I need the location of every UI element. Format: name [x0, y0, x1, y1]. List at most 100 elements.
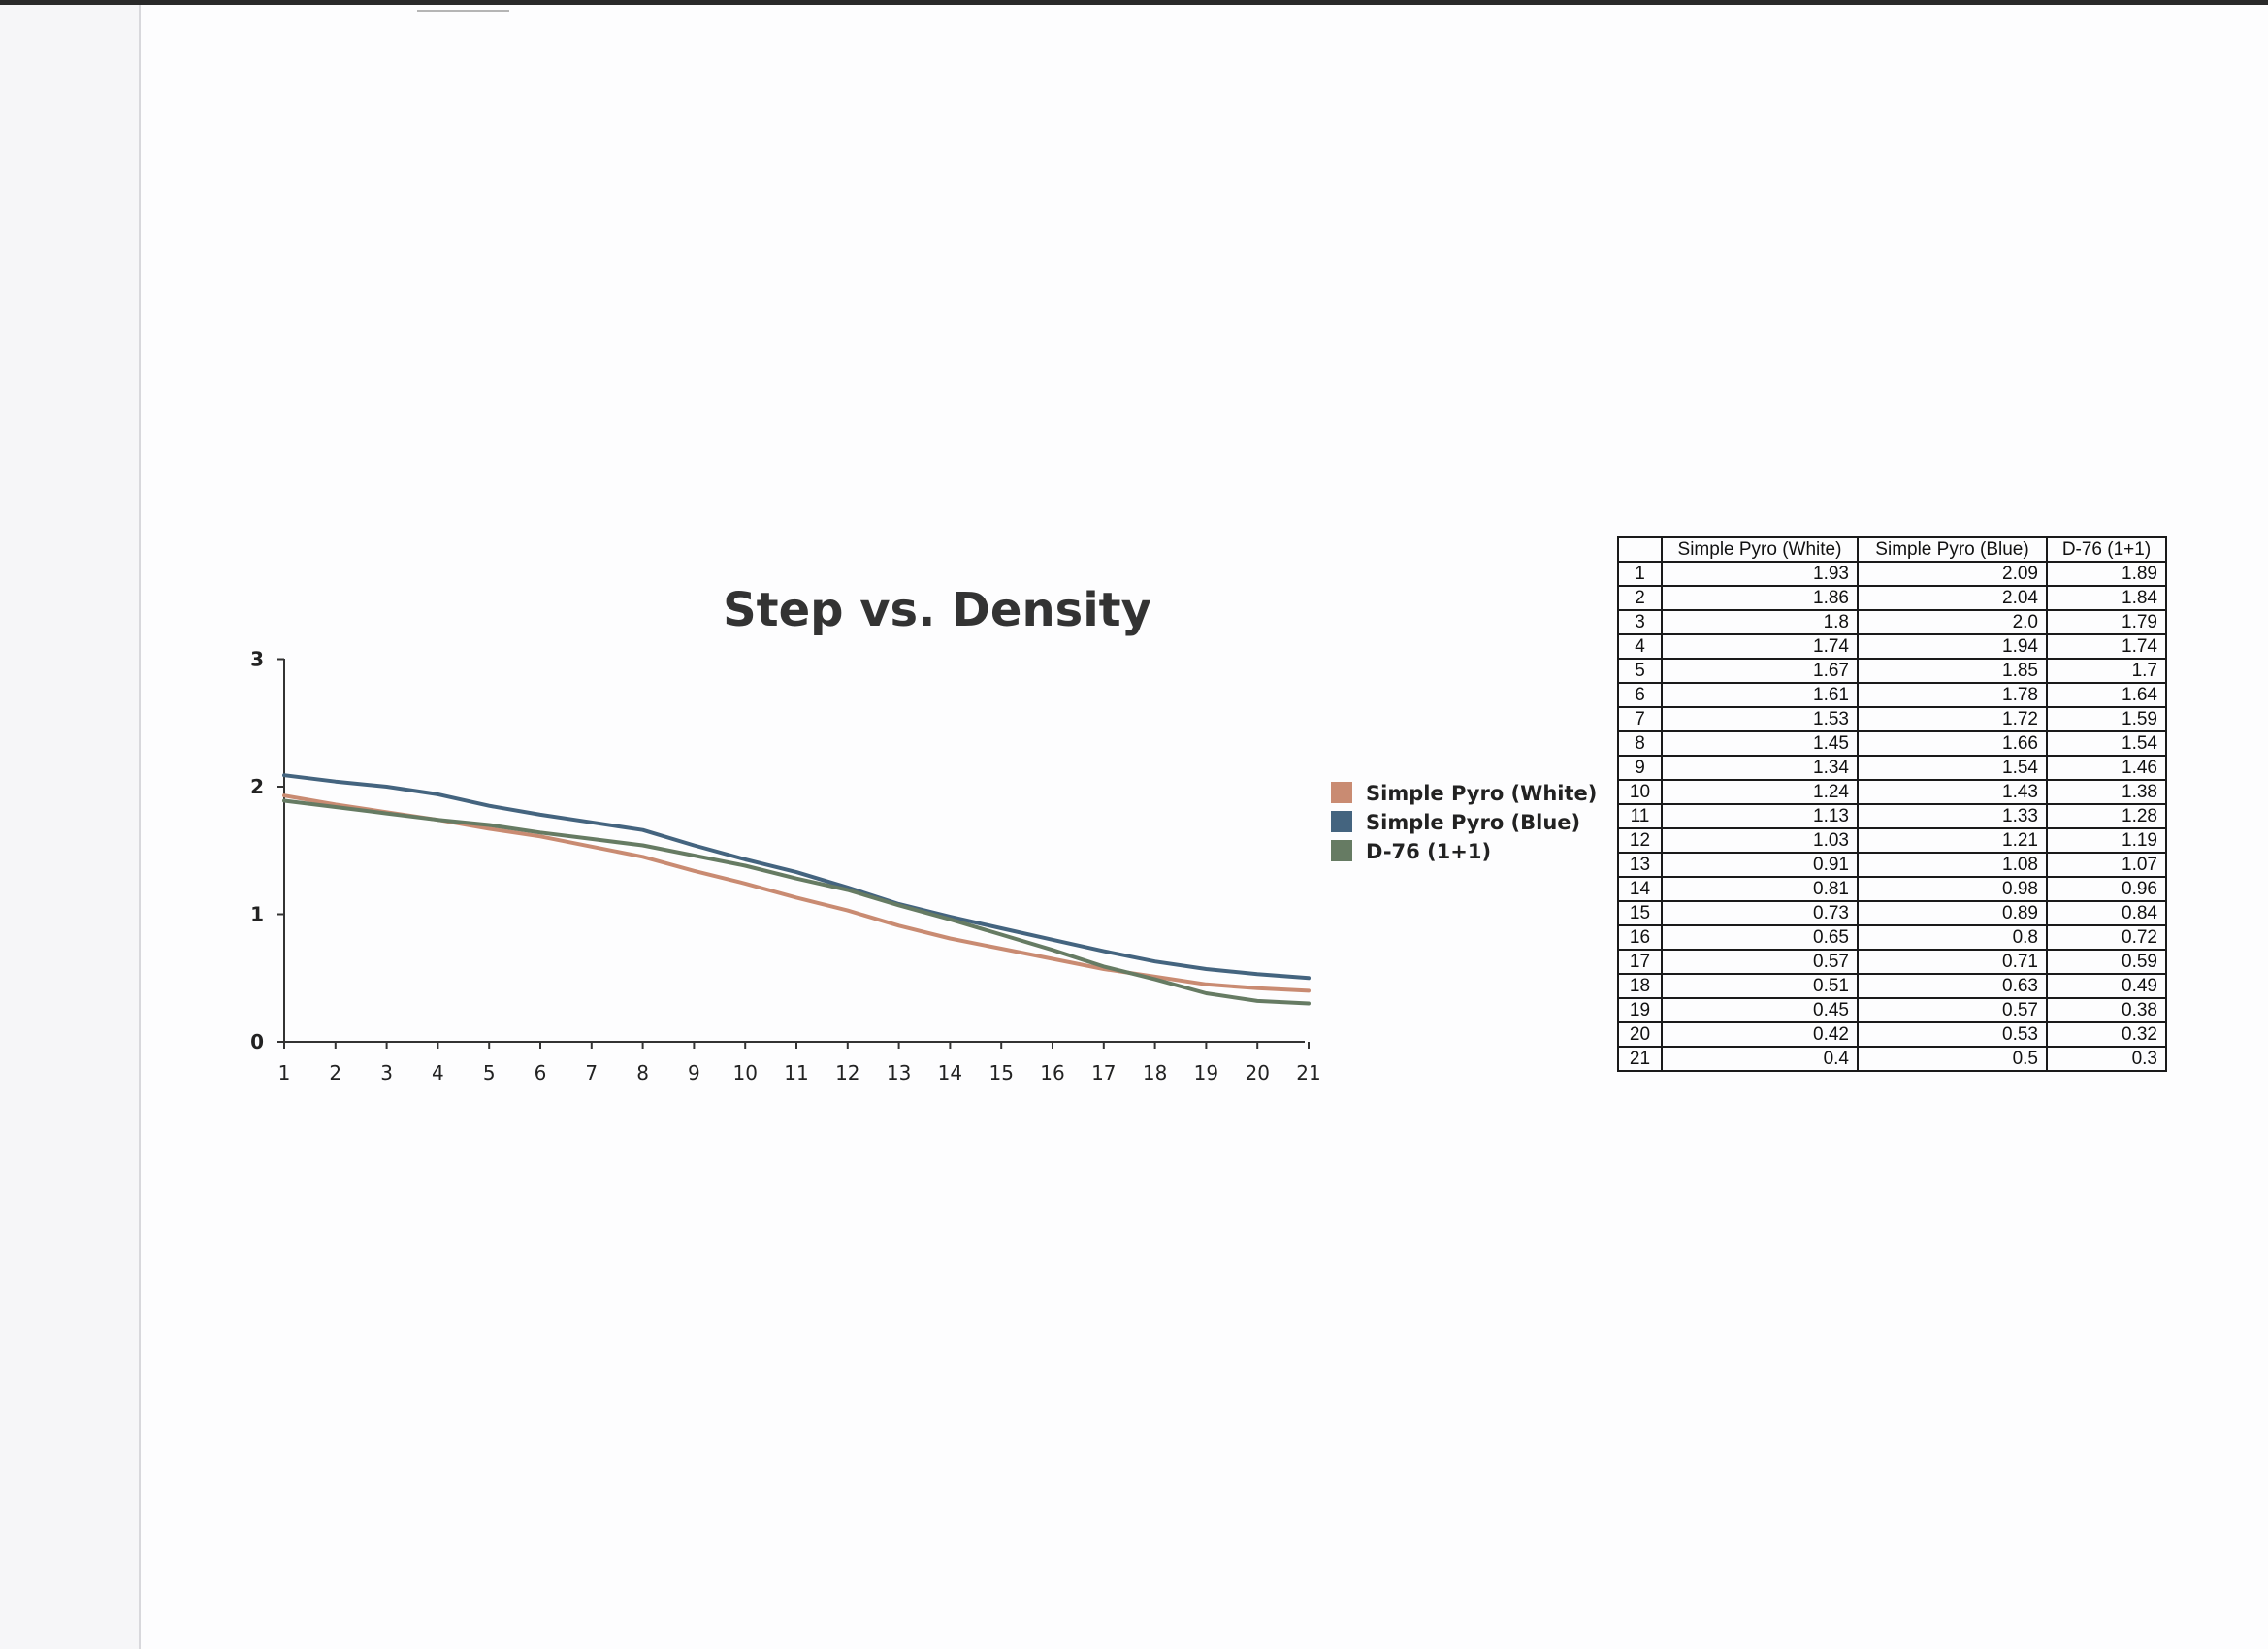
legend-label: D-76 (1+1)	[1366, 840, 1491, 863]
x-tick-label: 18	[1143, 1061, 1167, 1084]
table-cell-value: 1.54	[2046, 730, 2167, 757]
table-cell-value: 0.98	[1857, 876, 2048, 902]
series-lines	[282, 773, 1311, 1006]
data-table: Simple Pyro (White) Simple Pyro (Blue) D…	[1617, 536, 2167, 1072]
table-row: 8 1.45 1.66 1.54	[1617, 730, 2167, 757]
table-row: 10 1.24 1.43 1.38	[1617, 779, 2167, 805]
series-line-3	[282, 798, 1311, 1006]
table-cell-step: 2	[1617, 585, 1663, 611]
table-row: 12 1.03 1.21 1.19	[1617, 827, 2167, 854]
y-tick-label: 1	[250, 903, 264, 926]
table-cell-value: 0.96	[2046, 876, 2167, 902]
table-cell-value: 0.65	[1661, 924, 1859, 951]
table-row: 14 0.81 0.98 0.96	[1617, 876, 2167, 902]
table-cell-step: 14	[1617, 876, 1663, 902]
table-cell-value: 1.93	[1661, 561, 1859, 587]
table-cell-value: 0.63	[1857, 973, 2048, 999]
table-header-simple-pyro-blue: Simple Pyro (Blue)	[1857, 536, 2048, 563]
table-cell-value: 1.38	[2046, 779, 2167, 805]
x-tick-label: 5	[483, 1061, 496, 1084]
table-row: 1 1.93 2.09 1.89	[1617, 561, 2167, 587]
table-cell-step: 5	[1617, 658, 1663, 684]
table-cell-step: 19	[1617, 997, 1663, 1023]
table-cell-value: 0.5	[1857, 1046, 2048, 1072]
table-cell-value: 0.38	[2046, 997, 2167, 1023]
table-cell-value: 1.54	[1857, 755, 2048, 781]
table-cell-value: 1.8	[1661, 609, 1859, 635]
table-cell-step: 3	[1617, 609, 1663, 635]
table-cell-value: 1.46	[2046, 755, 2167, 781]
table-cell-value: 0.72	[2046, 924, 2167, 951]
table-cell-value: 0.8	[1857, 924, 2048, 951]
x-tick-label: 15	[988, 1061, 1013, 1084]
table-cell-step: 8	[1617, 730, 1663, 757]
x-tick-label: 11	[784, 1061, 808, 1084]
x-tick-label: 1	[278, 1061, 291, 1084]
table-cell-value: 0.45	[1661, 997, 1859, 1023]
x-tick-label: 4	[432, 1061, 444, 1084]
legend-swatch	[1331, 840, 1352, 861]
table-cell-value: 1.28	[2046, 803, 2167, 829]
x-tick-label: 10	[732, 1061, 757, 1084]
x-tick-label: 21	[1296, 1061, 1320, 1084]
table-cell-value: 1.13	[1661, 803, 1859, 829]
x-tick-label: 14	[938, 1061, 962, 1084]
y-tick-label: 3	[250, 648, 264, 671]
x-tick-label: 19	[1194, 1061, 1218, 1084]
table-cell-step: 18	[1617, 973, 1663, 999]
table-cell-value: 0.42	[1661, 1021, 1859, 1048]
table-cell-value: 0.57	[1857, 997, 2048, 1023]
x-tick-label: 3	[380, 1061, 393, 1084]
table-cell-value: 2.0	[1857, 609, 2048, 635]
table-row: 18 0.51 0.63 0.49	[1617, 973, 2167, 999]
legend-swatch	[1331, 811, 1352, 832]
table-row: 11 1.13 1.33 1.28	[1617, 803, 2167, 829]
table-row: 3 1.8 2.0 1.79	[1617, 609, 2167, 635]
table-row: 20 0.42 0.53 0.32	[1617, 1021, 2167, 1048]
table-cell-value: 1.89	[2046, 561, 2167, 587]
table-cell-value: 2.09	[1857, 561, 2048, 587]
scan-left-edge	[139, 0, 141, 1649]
legend: Simple Pyro (White) Simple Pyro (Blue) D-7…	[1331, 782, 1597, 863]
table-cell-value: 0.4	[1661, 1046, 1859, 1072]
table-cell-value: 1.21	[1857, 827, 2048, 854]
table-cell-step: 15	[1617, 900, 1663, 926]
series-line-2	[282, 773, 1311, 981]
table-cell-value: 1.7	[2046, 658, 2167, 684]
table-header-simple-pyro-white: Simple Pyro (White)	[1661, 536, 1859, 563]
y-tick-label: 0	[250, 1030, 264, 1053]
table-cell-value: 1.84	[2046, 585, 2167, 611]
table-cell-step: 9	[1617, 755, 1663, 781]
x-tick-label: 7	[585, 1061, 598, 1084]
table-cell-value: 0.73	[1661, 900, 1859, 926]
table-cell-value: 1.59	[2046, 706, 2167, 732]
table-cell-value: 1.67	[1661, 658, 1859, 684]
table-cell-value: 0.59	[2046, 949, 2167, 975]
table-cell-value: 1.85	[1857, 658, 2048, 684]
table-cell-value: 1.78	[1857, 682, 2048, 708]
legend-swatch	[1331, 782, 1352, 803]
x-tick-label: 20	[1245, 1061, 1269, 1084]
table-cell-step: 20	[1617, 1021, 1663, 1048]
table-cell-step: 1	[1617, 561, 1663, 587]
table-cell-value: 0.3	[2046, 1046, 2167, 1072]
table-cell-step: 11	[1617, 803, 1663, 829]
table-cell-value: 1.79	[2046, 609, 2167, 635]
table-cell-value: 0.91	[1661, 852, 1859, 878]
table-cell-value: 1.07	[2046, 852, 2167, 878]
table-row: 9 1.34 1.54 1.46	[1617, 755, 2167, 781]
table-body: 1 1.93 2.09 1.89 2 1.86 2.04 1.84 3 1.8 2.0 1.79 4 1.…	[1617, 561, 2167, 1072]
table-header-d76: D-76 (1+1)	[2046, 536, 2167, 563]
table-cell-value: 1.53	[1661, 706, 1859, 732]
table-cell-value: 1.33	[1857, 803, 2048, 829]
x-tick-label: 2	[329, 1061, 341, 1084]
legend-label: Simple Pyro (White)	[1366, 782, 1597, 805]
table-cell-value: 1.86	[1661, 585, 1859, 611]
table-cell-value: 1.34	[1661, 755, 1859, 781]
x-tick-label: 6	[535, 1061, 547, 1084]
table-cell-value: 0.57	[1661, 949, 1859, 975]
scan-mark	[417, 10, 509, 12]
legend-label: Simple Pyro (Blue)	[1366, 811, 1580, 834]
table-header-row: Simple Pyro (White) Simple Pyro (Blue) D…	[1617, 536, 2167, 563]
